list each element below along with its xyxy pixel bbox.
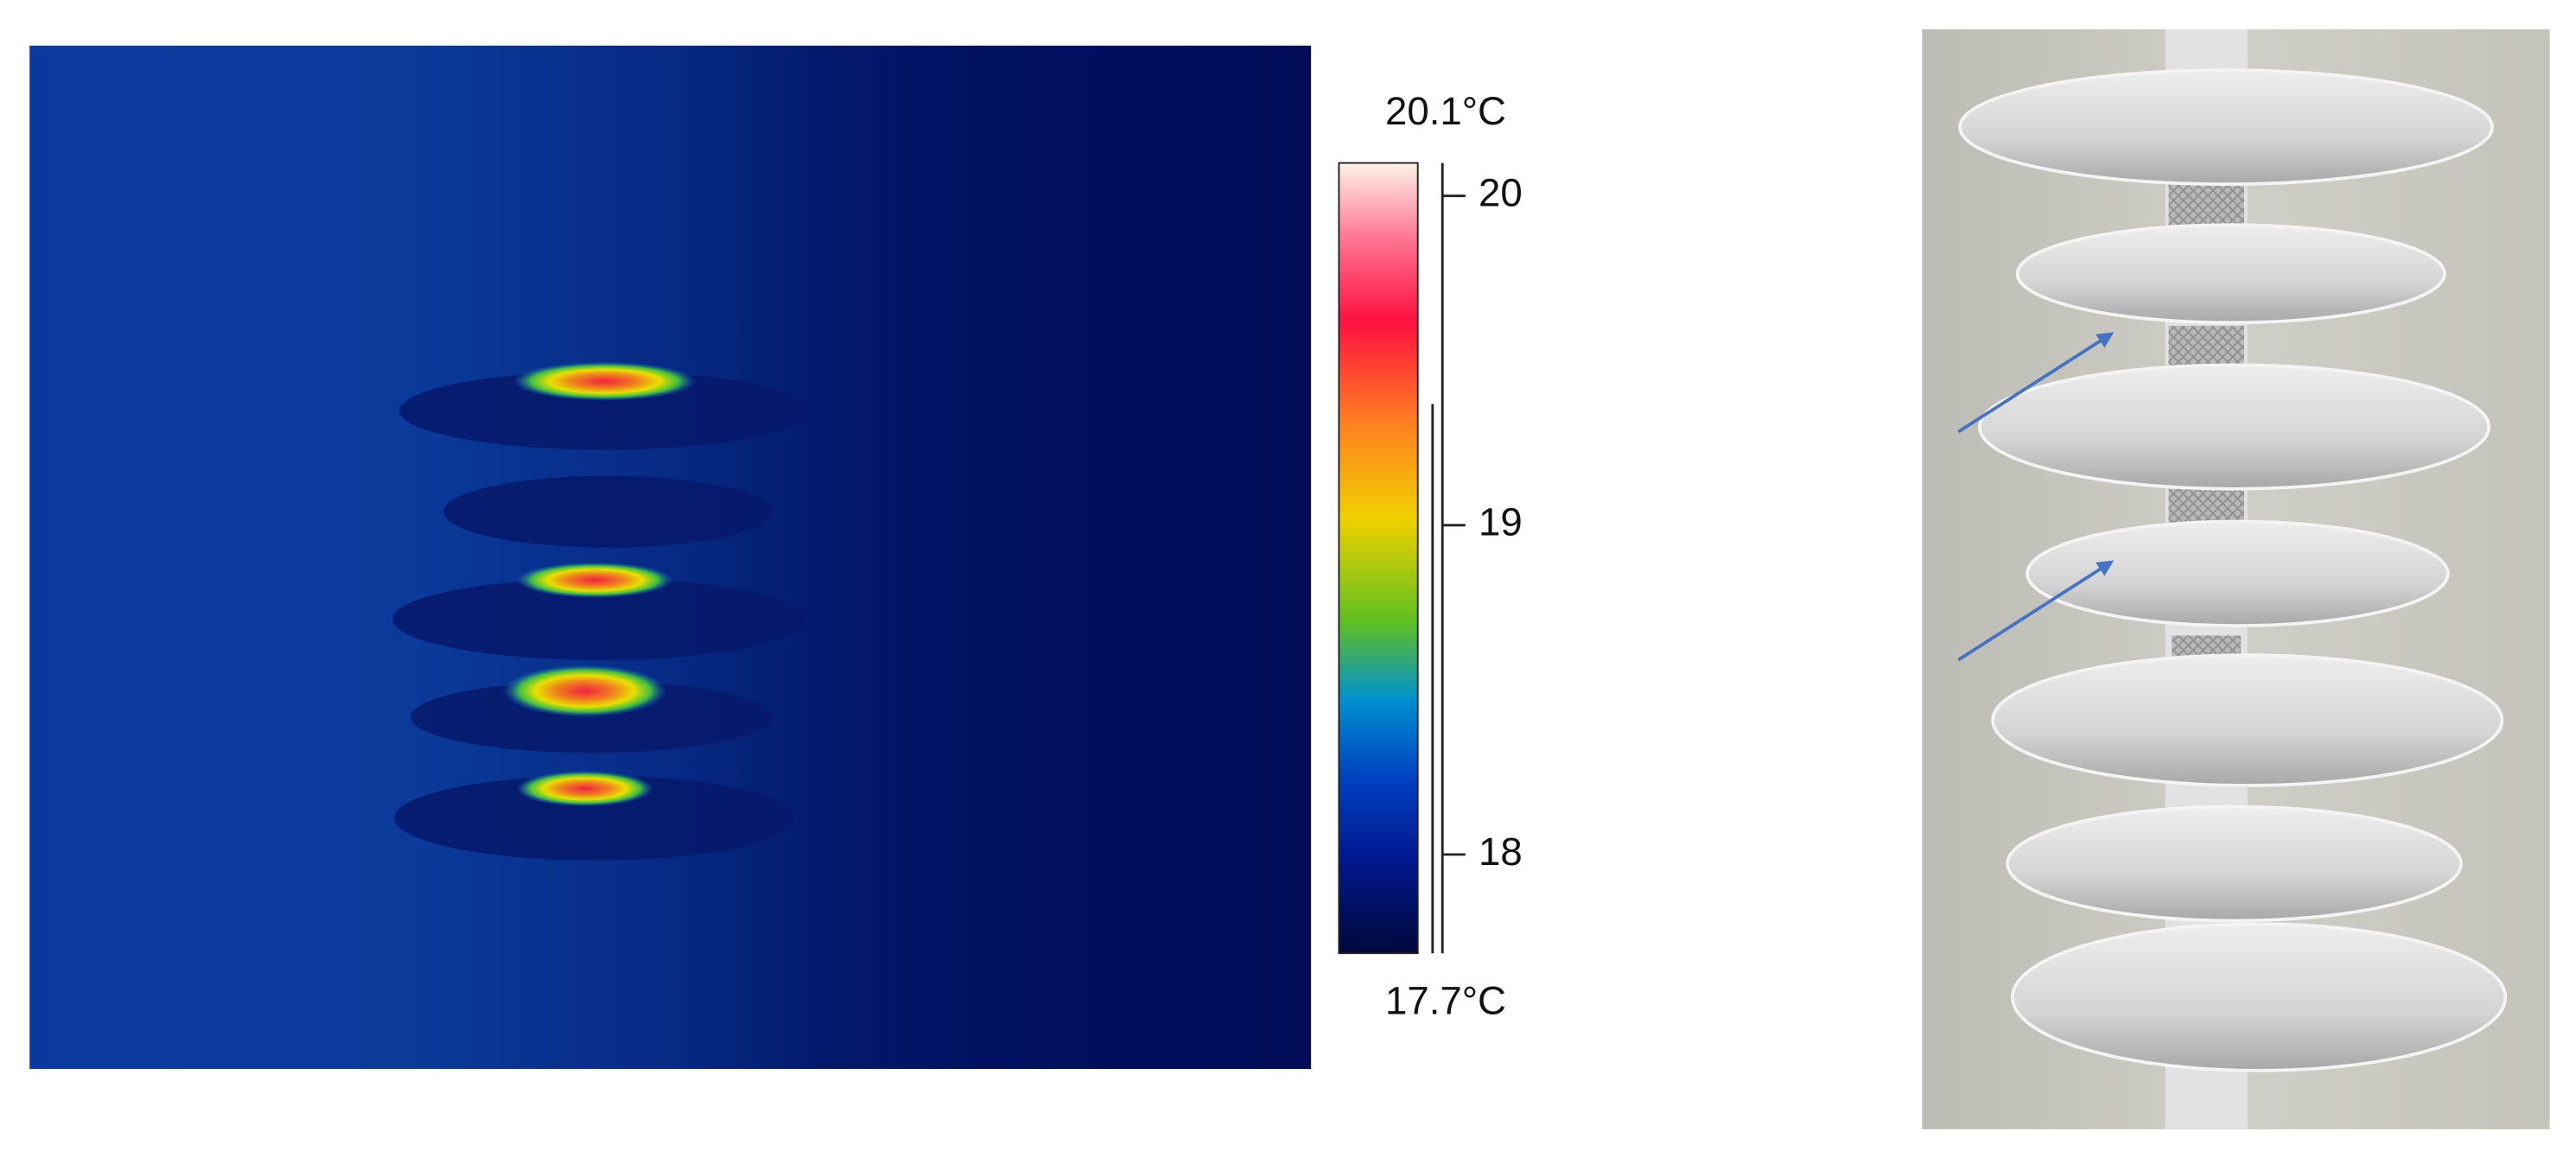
scale-max-label: 20.1°C — [1385, 89, 1506, 133]
color-bar: 20.1°C 17.7°C 18 19 20 — [1338, 89, 1523, 1023]
thermal-image — [29, 45, 1312, 1070]
scale-min-label: 17.7°C — [1385, 979, 1506, 1023]
tick-label: 20 — [1479, 171, 1523, 215]
tick-label: 19 — [1479, 500, 1523, 544]
photo — [1922, 29, 2550, 1129]
tick-label: 18 — [1479, 830, 1523, 874]
